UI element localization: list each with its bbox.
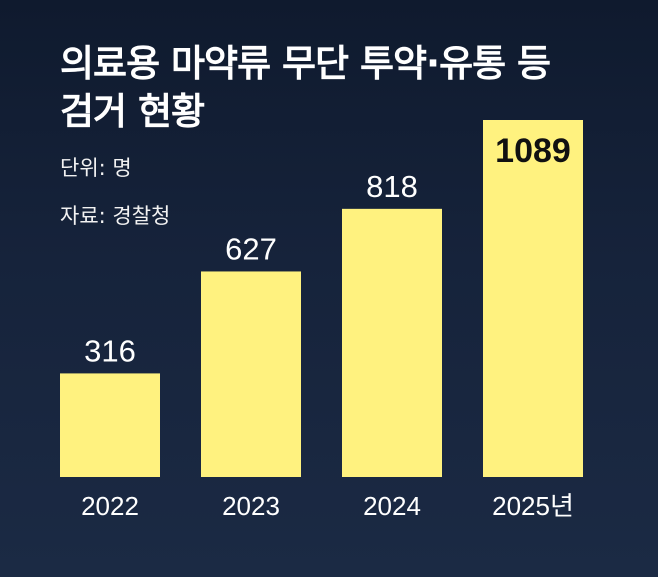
x-tick-label-2023: 2023	[222, 491, 280, 521]
bar-2022	[60, 373, 160, 477]
bar-2023	[201, 271, 301, 477]
value-label-2022: 316	[84, 333, 136, 368]
x-tick-label-2024: 2024	[363, 491, 421, 521]
value-label-2025년: 1089	[495, 132, 571, 170]
source-note: 자료: 경찰청	[60, 204, 171, 228]
value-label-2023: 627	[225, 231, 277, 266]
x-tick-label-2022: 2022	[81, 491, 139, 521]
bar-2024	[342, 208, 442, 478]
x-tick-label-2025년: 2025년	[492, 491, 574, 521]
title-line-2: 검거 현황	[60, 90, 205, 133]
unit-note: 단위: 명	[60, 156, 132, 180]
bar-2025년	[483, 120, 583, 477]
chart-title: 의료용 마약류 무단 투약·유통 등 검거 현황	[60, 40, 551, 136]
value-label-2024: 818	[366, 169, 418, 204]
title-line-1: 의료용 마약류 무단 투약·유통 등	[60, 42, 551, 85]
